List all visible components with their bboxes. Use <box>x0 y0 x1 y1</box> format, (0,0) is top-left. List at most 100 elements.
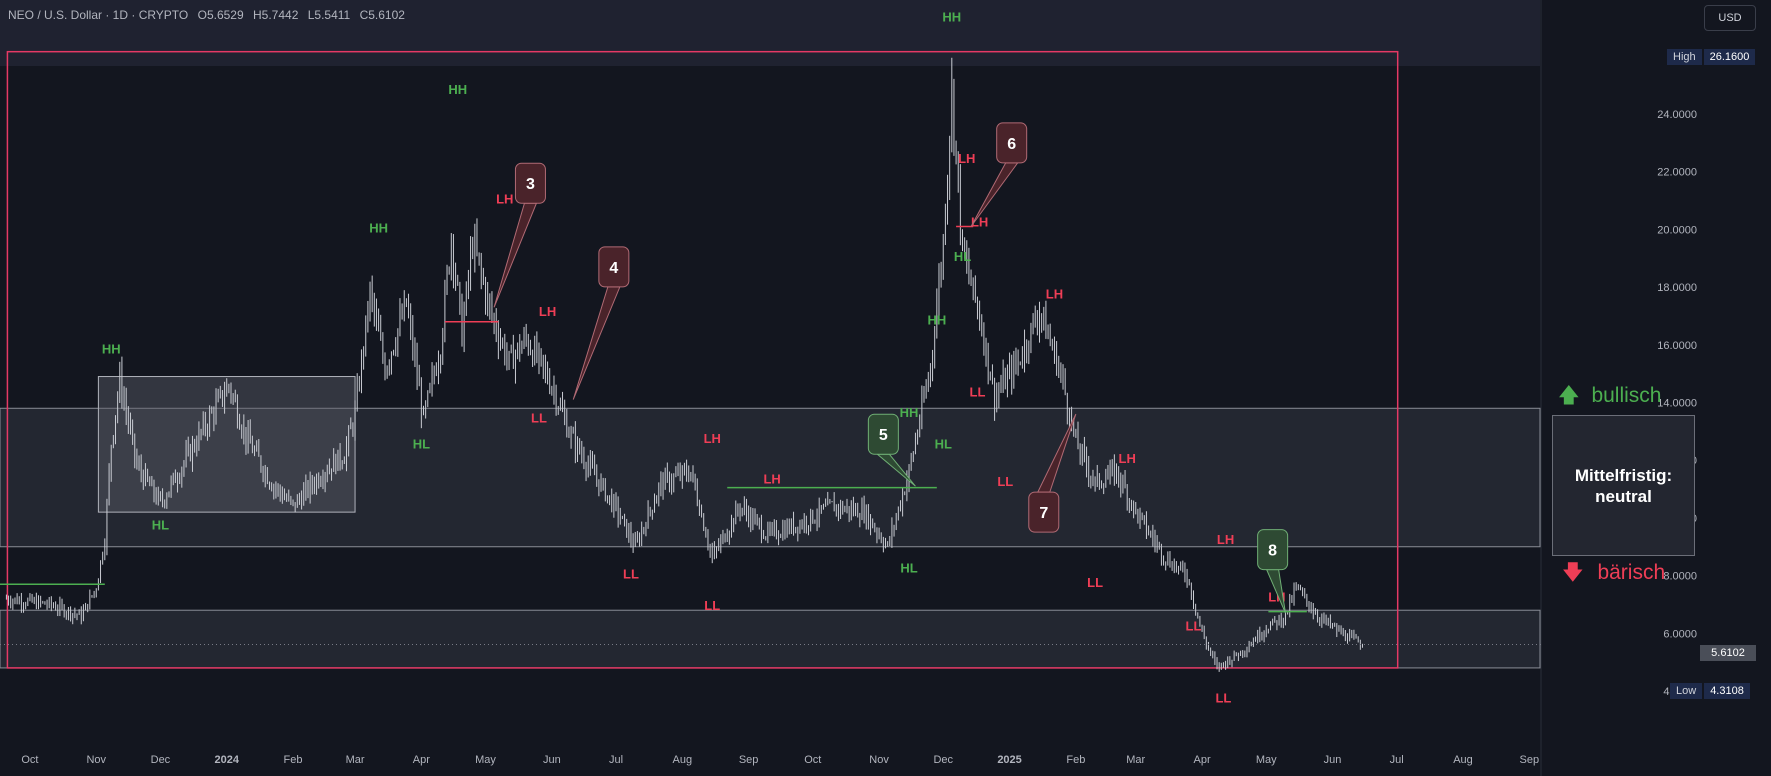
sentiment-box: Mittelfristig: neutral <box>1552 415 1695 556</box>
pivot-label: LH <box>704 431 721 446</box>
bullish-label: bullisch <box>1591 384 1662 407</box>
sentiment-line-2: neutral <box>1595 486 1652 506</box>
symbol-title: NEO / U.S. Dollar · 1D · CRYPTO <box>8 8 189 22</box>
callout-6: 6 <box>970 122 1028 227</box>
pivot-label: HH <box>369 220 388 235</box>
x-tick-label: Jul <box>1390 754 1404 766</box>
callout-number: 8 <box>1268 543 1277 560</box>
pivot-label: HH <box>448 82 467 97</box>
ohlc-open: O5.6529 <box>197 8 244 22</box>
x-tick-label: Sep <box>739 754 759 766</box>
pivot-label: LL <box>1087 575 1103 590</box>
x-tick-label: Oct <box>804 754 821 766</box>
pivot-label: LH <box>496 191 513 206</box>
pivot-label: HH <box>942 10 961 25</box>
x-tick-label: May <box>475 754 496 766</box>
y-tick-label: 8.0000 <box>1663 571 1697 583</box>
x-tick-label: Nov <box>869 754 889 766</box>
low-tag-label: Low <box>1670 683 1703 699</box>
callout-box <box>598 246 630 288</box>
pivot-label: LH <box>958 151 975 166</box>
pivot-label: LH <box>763 471 780 486</box>
arrow-down-icon: 🡇 <box>1562 561 1584 584</box>
callout-box <box>1028 491 1060 533</box>
x-tick-label: Nov <box>86 754 106 766</box>
candles <box>5 57 1363 672</box>
pivot-label: LL <box>531 411 547 426</box>
pivot-label: HL <box>900 561 917 576</box>
high-price-tag: High 26.1600 <box>1667 49 1756 65</box>
x-tick-label: Apr <box>1193 754 1210 766</box>
x-tick-label: Feb <box>284 754 303 766</box>
sentiment-line-1: Mittelfristig: <box>1574 465 1673 485</box>
outer-frame <box>6 50 1399 669</box>
pivot-label: LL <box>1186 618 1202 633</box>
high-tag-value: 26.1600 <box>1703 49 1756 65</box>
x-tick-label: Oct <box>21 754 38 766</box>
x-tick-label: Feb <box>1066 754 1085 766</box>
pivot-label: LH <box>1119 451 1136 466</box>
x-tick-label: 2024 <box>214 754 239 766</box>
y-tick-label: 6.0000 <box>1663 628 1697 640</box>
x-tick-label: Jun <box>543 754 561 766</box>
ohlc-close: C5.6102 <box>359 8 405 22</box>
y-tick-label: 16.0000 <box>1657 340 1697 352</box>
x-tick-label: Jul <box>609 754 623 766</box>
y-tick-label: 20.0000 <box>1657 224 1697 236</box>
x-tick-label: Mar <box>346 754 365 766</box>
callout-5: 5 <box>867 413 916 487</box>
x-tick-label: Jun <box>1324 754 1342 766</box>
x-tick-label: Dec <box>933 754 953 766</box>
callout-number: 6 <box>1007 136 1016 153</box>
high-tag-label: High <box>1667 49 1702 65</box>
pivot-label: LL <box>1215 691 1231 706</box>
x-tick-label: 2025 <box>997 754 1021 766</box>
pivot-label: LH <box>1217 532 1234 547</box>
callout-number: 5 <box>879 427 888 444</box>
callout-box <box>996 122 1028 164</box>
callout-box <box>514 162 546 204</box>
pivot-label: HH <box>900 405 919 420</box>
pivot-label: HL <box>935 437 952 452</box>
pivot-label: LL <box>704 598 720 613</box>
range-zone-2 <box>0 609 1541 669</box>
ohlc-high: H5.7442 <box>253 8 299 22</box>
x-tick-label: Dec <box>151 754 171 766</box>
callouts: 3 4 5 6 7 8 <box>493 122 1289 614</box>
level-lines <box>0 225 1541 646</box>
pivot-label: LH <box>1046 287 1063 302</box>
pivot-label: HL <box>152 517 169 532</box>
x-tick-label: Aug <box>673 754 693 766</box>
x-tick-label: Sep <box>1520 754 1540 766</box>
bullish-indicator: 🡅 bullisch <box>1558 381 1661 416</box>
x-tick-label: Mar <box>1126 754 1145 766</box>
callout-box <box>1257 529 1289 571</box>
callout-box <box>867 413 899 455</box>
callout-7: 7 <box>1028 413 1077 533</box>
low-price-tag: Low 4.3108 <box>1670 683 1750 699</box>
bearish-label: bärisch <box>1597 561 1666 584</box>
callout-number: 7 <box>1039 505 1048 522</box>
y-tick-label: 14.0000 <box>1657 398 1697 410</box>
arrow-up-icon: 🡅 <box>1558 384 1580 407</box>
currency-button[interactable]: USD <box>1704 5 1756 31</box>
chart-header: NEO / U.S. Dollar · 1D · CRYPTO O5.6529 … <box>8 8 411 22</box>
pivot-label: HH <box>102 341 121 356</box>
pivot-labels: HH HL HH HL HH LH LH LL LH LL LL LH HL HH HH HL HH LH LH HL… <box>102 10 1286 706</box>
pivot-label: HH <box>927 313 946 328</box>
callout-8: 8 <box>1257 529 1289 614</box>
callout-number: 3 <box>526 176 535 193</box>
y-tick-label: 22.0000 <box>1657 167 1697 179</box>
callout-3: 3 <box>493 162 546 308</box>
callout-4: 4 <box>572 246 630 400</box>
x-tick-label: May <box>1256 754 1277 766</box>
ohlc-low: L5.5411 <box>307 8 351 22</box>
pivot-label: LH <box>539 304 556 319</box>
y-tick-label: 18.0000 <box>1657 282 1697 294</box>
pivot-label: HL <box>413 437 430 452</box>
callout-number: 4 <box>609 260 618 277</box>
pivot-label: HL <box>954 249 971 264</box>
x-tick-label: Apr <box>413 754 430 766</box>
pivot-label: LL <box>997 474 1013 489</box>
